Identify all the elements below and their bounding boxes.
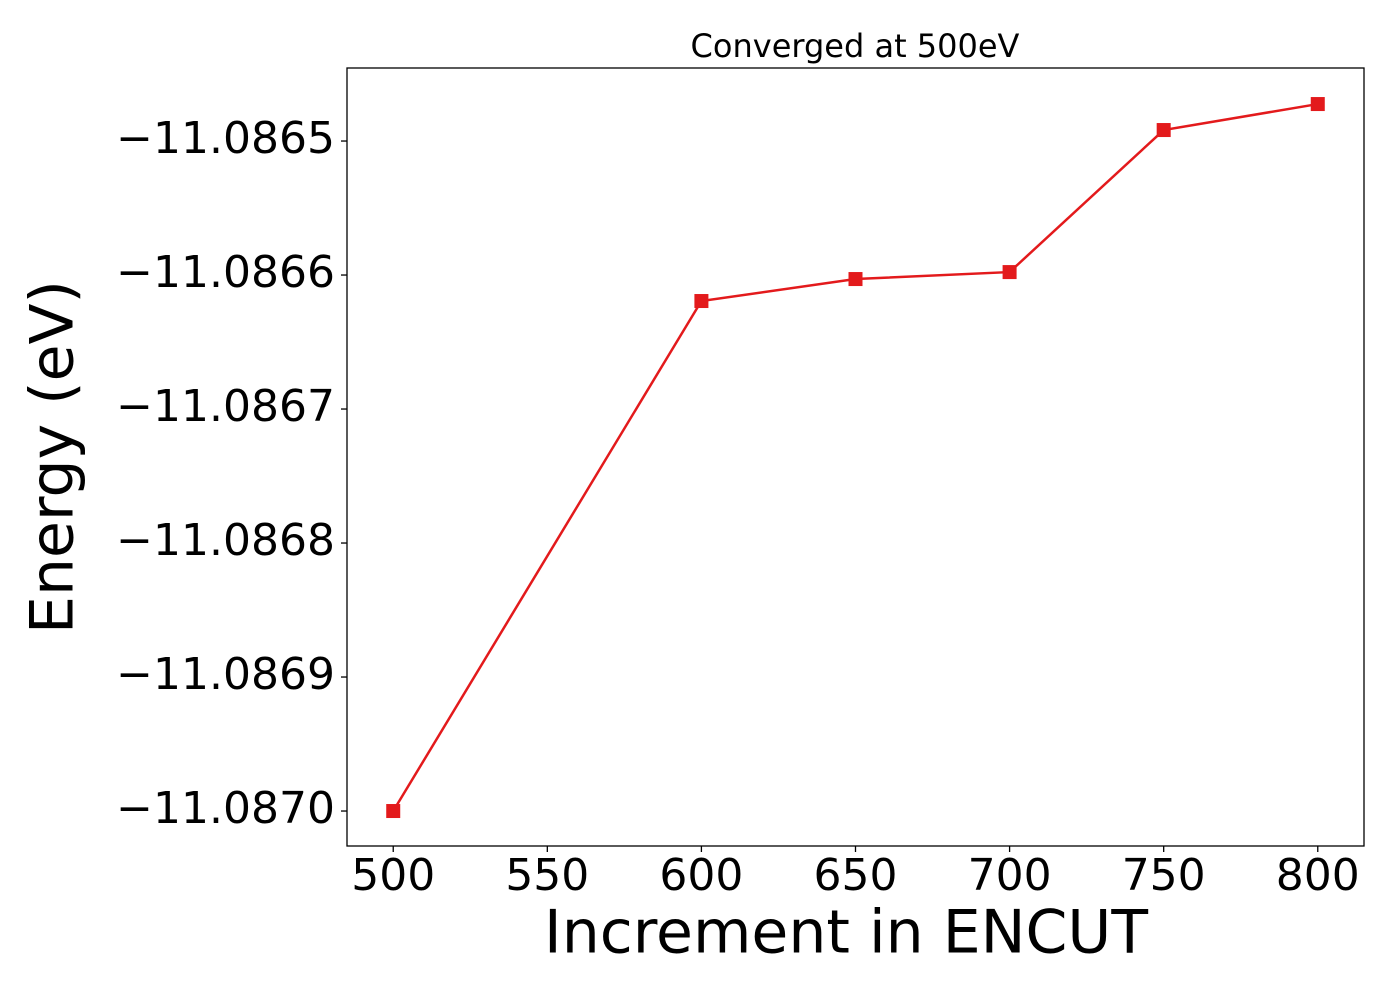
x-tick-label: 750 [1122,850,1206,901]
x-tick-label: 650 [814,850,898,901]
chart-title: Converged at 500eV [691,27,1020,65]
x-tick-label: 500 [351,850,435,901]
point-marker [386,804,401,819]
point-marker [848,272,863,287]
x-tick-label: 800 [1276,850,1360,901]
point-marker [1310,97,1325,112]
y-tick-label: −11.0866 [116,247,335,298]
y-tick-label: −11.0868 [116,515,335,566]
x-tick-label: 550 [505,850,589,901]
x-tick-label: 600 [659,850,743,901]
series-line [392,102,1318,812]
y-tick-label: −11.0869 [116,649,335,700]
y-tick-label: −11.0865 [116,113,335,164]
y-axis-label: Energy (eV) [18,280,88,634]
point-marker [694,294,709,309]
point-marker [1156,123,1171,138]
y-tick-label: −11.0870 [116,783,335,834]
point-marker [1002,265,1017,280]
plot-frame [346,67,1365,847]
x-axis-label: Increment in ENCUT [544,898,1148,968]
y-tick-label: −11.0867 [116,381,335,432]
x-tick-label: 700 [968,850,1052,901]
